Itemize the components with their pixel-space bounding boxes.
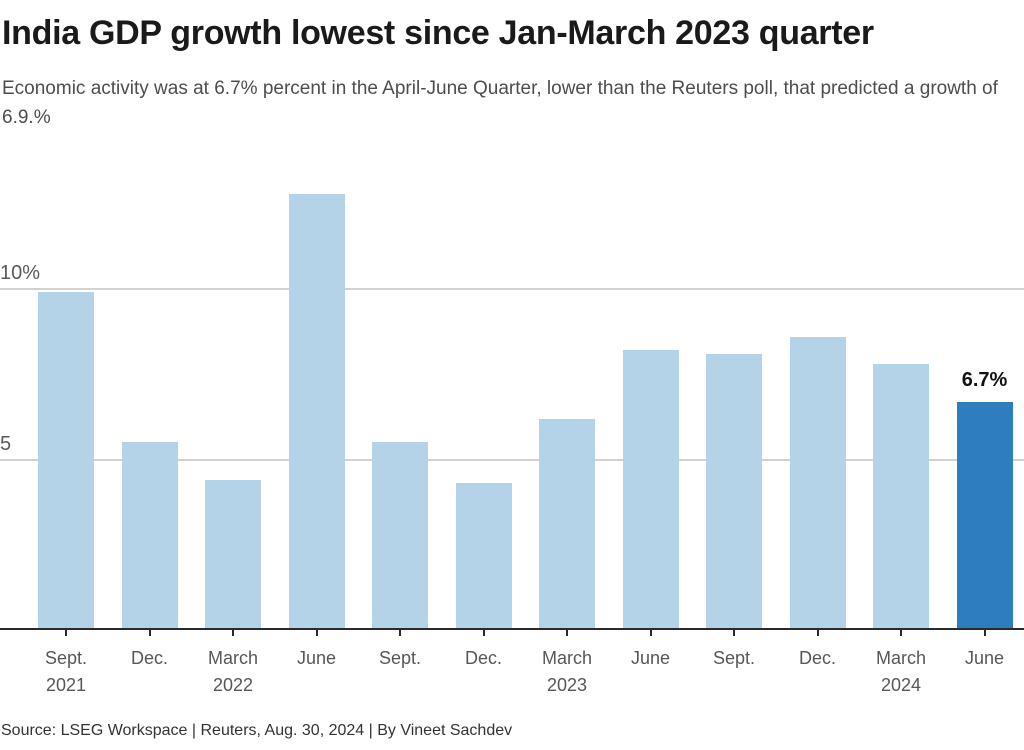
bar-march-2022 <box>205 479 261 630</box>
x-axis-year-label: 2023 <box>546 675 588 695</box>
source-attribution: Source: LSEG Workspace | Reuters, Aug. 3… <box>1 722 513 739</box>
x-axis-tick-label: June <box>964 648 1005 668</box>
bar-june-2022 <box>288 193 345 630</box>
x-axis-year-label: 2024 <box>880 675 922 695</box>
x-axis-tick <box>566 630 568 636</box>
gridline <box>0 288 1024 290</box>
x-axis-tick-label: June <box>296 648 337 668</box>
x-axis-tick-label: Dec. <box>464 648 502 668</box>
x-axis-tick <box>816 630 819 636</box>
bar-june-2023 <box>622 350 679 630</box>
chart-subtitle: Economic activity was at 6.7% percent in… <box>2 78 998 128</box>
x-axis-tick-label: Sept. <box>44 648 88 668</box>
x-axis-tick-label: Dec. <box>130 648 168 668</box>
x-axis-line <box>0 628 1024 630</box>
x-axis-tick-label: Sept. <box>378 648 422 668</box>
x-axis-tick <box>900 630 902 636</box>
x-axis-tick-label: March <box>207 648 258 668</box>
x-axis-tick-label: March <box>541 648 592 668</box>
x-axis-year-label: 2022 <box>212 675 254 695</box>
x-axis-tick-label: June <box>630 648 671 668</box>
bar-march-2024 <box>873 364 929 630</box>
y-axis-tick-label: 10% <box>0 262 41 284</box>
bar-sept-2021 <box>38 292 94 630</box>
x-axis-tick-label: Dec. <box>798 648 836 668</box>
chart-title: India GDP growth lowest since Jan-March … <box>2 14 874 52</box>
bar-dec-2023 <box>789 336 846 630</box>
x-axis-tick <box>399 630 401 636</box>
bar-march-2023 <box>539 418 595 630</box>
x-axis-tick-label: Sept. <box>712 648 756 668</box>
x-axis-tick <box>482 630 485 636</box>
x-axis-tick <box>315 630 318 636</box>
bar-june-2024 <box>956 401 1013 630</box>
highlight-value-label: 6.7% <box>961 368 1008 391</box>
gridline <box>0 458 1024 461</box>
x-axis-tick <box>733 630 735 636</box>
bar-sept-2022 <box>372 442 428 630</box>
y-axis-tick-label: 5 <box>0 432 12 455</box>
bar-sept-2023 <box>706 353 762 630</box>
bar-dec-2021 <box>121 442 178 630</box>
bar-dec-2022 <box>455 483 512 630</box>
x-axis-tick <box>983 630 986 636</box>
x-axis-tick <box>65 630 67 636</box>
x-axis-tick-label: March <box>875 648 926 668</box>
x-axis-tick <box>232 630 234 636</box>
x-axis-year-label: 2021 <box>45 675 87 695</box>
x-axis-tick <box>148 630 151 636</box>
x-axis-tick <box>649 630 652 636</box>
